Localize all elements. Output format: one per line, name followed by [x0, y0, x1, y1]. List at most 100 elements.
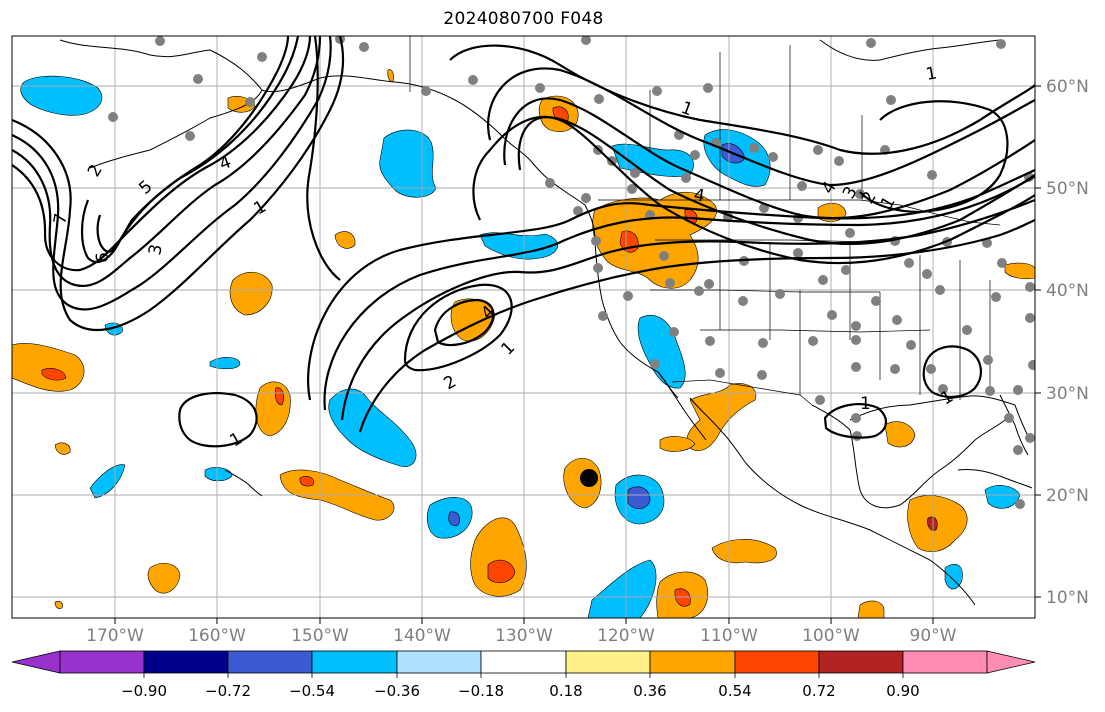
colorbar-tick-label: −0.18	[458, 682, 504, 700]
colorbar-segment	[311, 650, 398, 674]
colorbar-tick-label: 0.54	[718, 682, 752, 700]
colorbar-tick-label: −0.72	[205, 682, 251, 700]
pos-area-florida	[884, 421, 916, 448]
storm-center-marker	[580, 469, 598, 487]
contour-trough-3	[503, 97, 1035, 220]
coastline-baja	[657, 371, 746, 463]
pos-area-dateline	[12, 343, 85, 392]
border-states-1	[650, 239, 880, 395]
colorbar	[11, 650, 1036, 678]
colorbar-segment	[59, 650, 145, 674]
pos-area-dateline-core	[41, 368, 67, 381]
colorbar-tick-label: −0.36	[374, 682, 420, 700]
colorbar-segment	[818, 650, 904, 674]
lat-label-30n: 30°N	[1046, 384, 1089, 404]
colorbar-extend-low	[11, 650, 61, 674]
lat-label-10n: 10°N	[1046, 588, 1089, 608]
colorbar-segment	[143, 650, 229, 674]
lon-label-110w: 110°W	[700, 626, 758, 646]
contour-inner-loop-1	[403, 283, 513, 372]
neg-area-tropics-south	[587, 559, 657, 618]
pos-area-30n-core	[274, 387, 284, 406]
pos-area-west-pacific	[229, 272, 273, 316]
contour-loop-west	[178, 392, 258, 448]
contour-trough-1	[449, 44, 1035, 155]
lon-label-130w: 130°W	[495, 626, 553, 646]
coastline-alaska	[59, 39, 499, 169]
map-title: 2024080700 F048	[443, 9, 604, 29]
contour-aleutian-4	[12, 36, 312, 272]
contour-label: 7	[50, 212, 72, 226]
lat-label-60n: 60°N	[1046, 77, 1089, 97]
contour-loop-southeast	[922, 345, 982, 398]
colorbar-segment	[902, 650, 988, 674]
colorbar-extend-high	[986, 650, 1036, 674]
contour-subtropical-4	[358, 218, 1035, 433]
pos-area-tropics-110w	[711, 539, 777, 564]
coastline-hudson	[819, 39, 1001, 61]
lon-label-140w: 140°W	[393, 626, 451, 646]
pos-area-hawaii-core	[299, 476, 314, 487]
lon-label-120w: 120°W	[597, 626, 655, 646]
contour-label: 1	[924, 63, 938, 85]
coastline-bc	[497, 131, 596, 241]
contour-trough-5	[472, 115, 1035, 265]
colorbar-tick-label: −0.90	[121, 682, 167, 700]
contour-label: 4	[692, 185, 706, 207]
lat-label-40n: 40°N	[1046, 281, 1089, 301]
pos-area-small-1	[334, 231, 356, 249]
pos-area-small-3	[54, 601, 63, 609]
contour-trough-2	[487, 67, 1035, 187]
contour-aleutian-6	[96, 36, 290, 254]
contour-northeast	[859, 100, 1009, 214]
coastline-florida	[999, 394, 1029, 456]
lat-label-50n: 50°N	[1046, 179, 1089, 199]
contour-label: 1	[860, 394, 871, 414]
lon-label-100w: 100°W	[802, 626, 860, 646]
contour-label: 6	[93, 252, 113, 263]
colorbar-segment	[649, 650, 736, 674]
border-us-mexico	[671, 379, 813, 406]
neg-area-hawaii-east-core	[448, 511, 460, 527]
contour-inner-loop-2	[433, 298, 495, 347]
neg-area-small-2	[204, 467, 233, 482]
neg-area-small-1	[209, 357, 241, 370]
contour-subtropical-1	[307, 168, 1035, 401]
pos-area-gulf-ca-2	[659, 436, 696, 452]
border-states-2	[700, 255, 991, 400]
pos-area-tropics-115w-core	[674, 588, 691, 607]
colorbar-tick-label: 0.36	[633, 682, 667, 700]
map-area: 1 1 2 3 4 5 6 7 4 1 2 4 1 1 1 1 4 3 2 1	[12, 36, 1035, 618]
colorbar-segment	[396, 650, 482, 674]
lon-label-170w: 170°W	[86, 626, 144, 646]
pos-area-tropics-135w-core	[487, 559, 516, 584]
border-canada-provinces	[649, 45, 863, 200]
pos-area-170w	[147, 562, 181, 594]
pos-area-lakes	[1004, 262, 1035, 280]
contour-subtropical-3	[340, 198, 1035, 421]
contour-aleutian-2	[12, 36, 332, 311]
coastline-gulf-mexico	[811, 404, 1006, 509]
pos-area-small-2	[54, 442, 71, 455]
lat-label-20n: 20°N	[1046, 486, 1089, 506]
colorbar-segment	[565, 650, 651, 674]
contour-loop-gulf	[823, 403, 887, 439]
coastline-mexico-west	[744, 461, 976, 606]
lon-label-160w: 160°W	[188, 626, 246, 646]
neg-area-east-pacific-20n-core	[627, 486, 651, 509]
pos-area-tropics-95w	[857, 600, 885, 618]
coastlines	[59, 39, 1033, 606]
borders	[409, 36, 1001, 406]
lon-label-90w: 90°W	[909, 626, 957, 646]
contour-aleutian-3	[12, 36, 322, 288]
contour-subtropical-2	[323, 175, 1035, 411]
contour-aleutian-1	[12, 36, 345, 332]
contour-lines	[12, 36, 1035, 448]
axis-ticks	[114, 85, 1041, 624]
colorbar-segment	[734, 650, 820, 674]
coastline-cuba	[957, 469, 1033, 489]
colorbar-segment	[480, 650, 567, 674]
colorbar-tick-label: 0.90	[886, 682, 920, 700]
coastline-gulf-coast	[849, 395, 1031, 441]
border-us-canada	[598, 199, 1001, 226]
